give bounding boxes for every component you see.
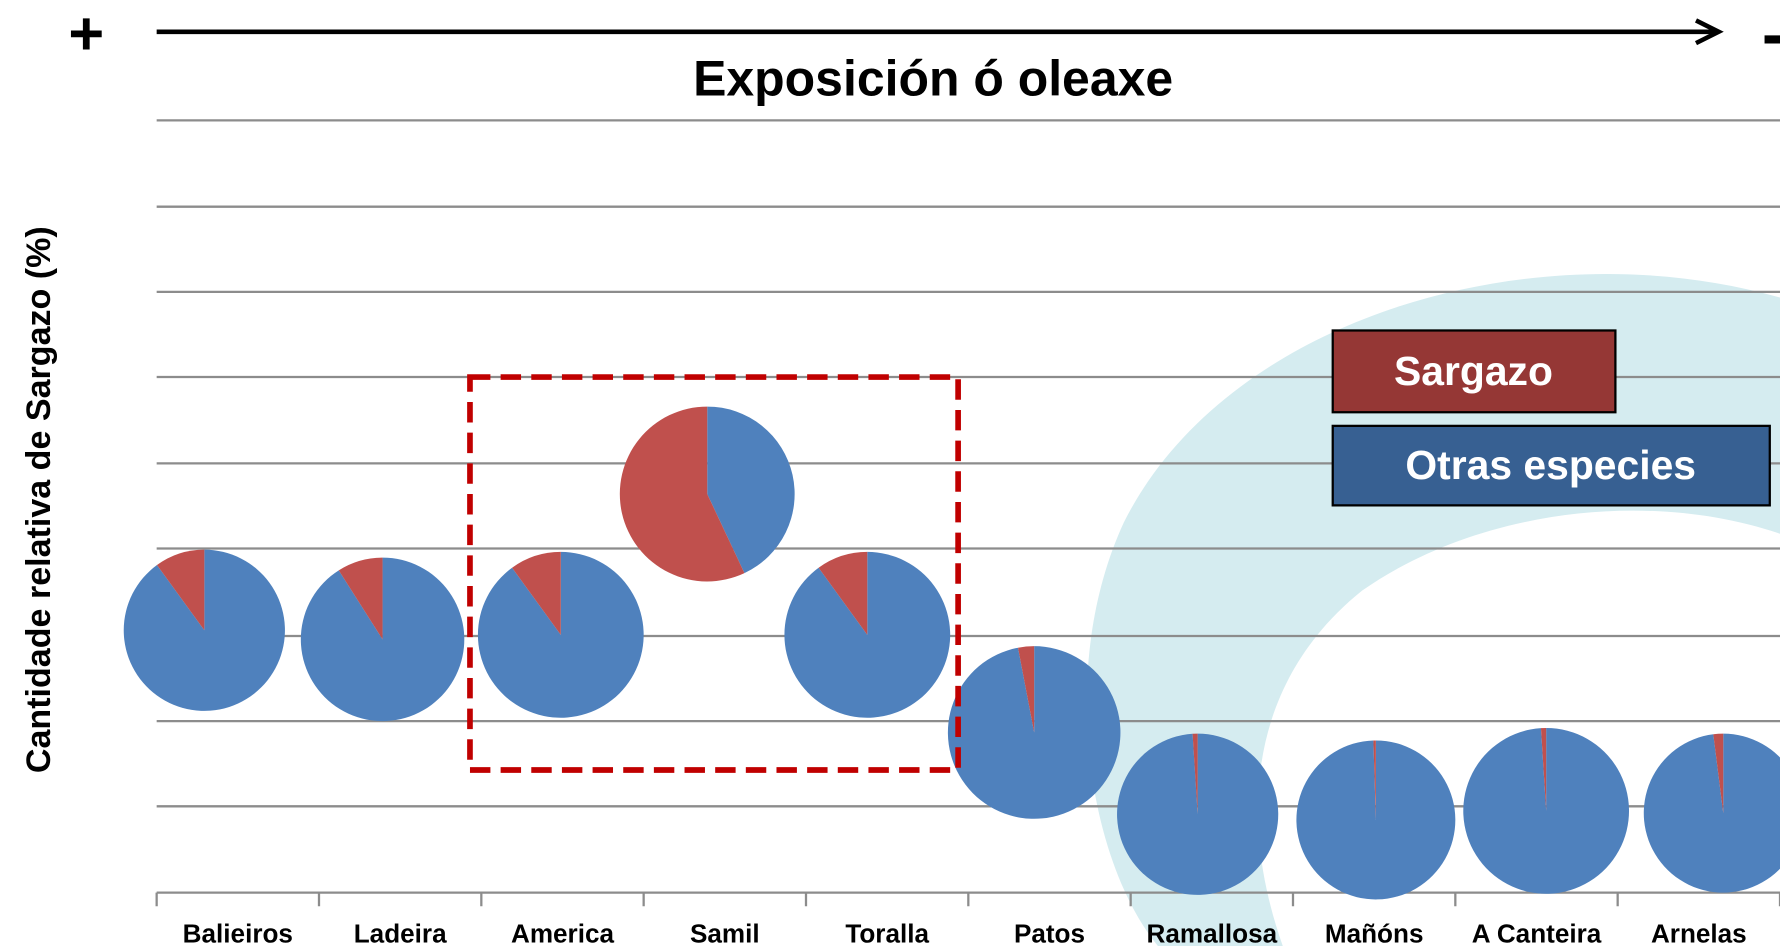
pie-slice [784, 552, 950, 718]
chart: + - Exposición ó oleaxe Cantidade relati… [0, 0, 1780, 946]
x-tick-label: Balieiros [183, 919, 293, 946]
x-tick-label: A Canteira [1472, 919, 1602, 946]
chart-title: Exposición ó oleaxe [693, 50, 1173, 106]
pie-slice [948, 646, 1121, 819]
x-tick-label: Arnelas [1651, 919, 1747, 946]
legend-label: Sargazo [1394, 348, 1553, 394]
x-tick-label: Ramallosa [1147, 919, 1278, 946]
low-marker: - [1762, 0, 1780, 72]
x-tick-label: Patos [1014, 919, 1085, 946]
legend-label: Otras especies [1405, 442, 1696, 488]
x-tick-label: Samil [690, 919, 760, 946]
high-marker: + [68, 0, 104, 68]
x-tick-label: Toralla [845, 919, 929, 946]
x-tick-label: Ladeira [354, 919, 447, 946]
x-tick-label: Mañóns [1325, 919, 1424, 946]
pie-slice [1644, 734, 1780, 893]
x-tick-label: America [511, 919, 615, 946]
y-axis-label: Cantidade relativa de Sargazo (%) [20, 226, 58, 773]
